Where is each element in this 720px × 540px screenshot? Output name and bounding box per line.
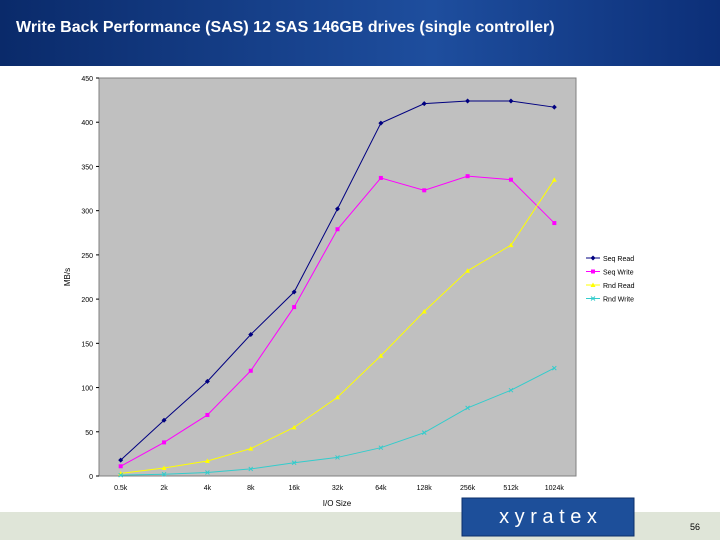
logo-box bbox=[461, 497, 635, 537]
x-tick-label: 4k bbox=[204, 485, 212, 492]
marker bbox=[465, 268, 471, 273]
marker bbox=[465, 174, 470, 179]
y-tick-label: 50 bbox=[85, 430, 93, 437]
marker bbox=[378, 445, 384, 451]
y-tick-label: 0 bbox=[89, 474, 93, 481]
y-axis-title: MB/s bbox=[63, 268, 72, 286]
marker bbox=[551, 177, 557, 182]
marker bbox=[291, 424, 297, 430]
marker bbox=[378, 120, 384, 126]
marker bbox=[205, 412, 210, 417]
y-tick-label: 100 bbox=[81, 386, 93, 393]
marker bbox=[335, 206, 340, 212]
marker bbox=[161, 471, 167, 477]
marker bbox=[422, 188, 427, 193]
y-tick-label: 400 bbox=[81, 120, 93, 127]
x-tick-label: 512k bbox=[503, 485, 519, 492]
marker bbox=[162, 440, 167, 445]
marker bbox=[508, 387, 514, 393]
legend-label: Seq Write bbox=[603, 270, 634, 277]
marker bbox=[118, 457, 124, 463]
marker bbox=[118, 464, 123, 469]
marker bbox=[248, 466, 254, 472]
marker bbox=[421, 430, 427, 436]
marker bbox=[118, 472, 124, 478]
y-tick-label: 250 bbox=[81, 253, 93, 260]
legend-label: Rnd Read bbox=[603, 283, 635, 290]
marker bbox=[204, 378, 210, 384]
marker bbox=[378, 353, 384, 358]
marker bbox=[421, 308, 427, 314]
x-tick-label: 1024k bbox=[545, 485, 565, 492]
marker bbox=[465, 98, 471, 104]
marker bbox=[205, 470, 210, 475]
marker bbox=[508, 98, 514, 104]
y-tick-label: 350 bbox=[81, 164, 93, 171]
marker bbox=[335, 227, 340, 232]
x-tick-label: 2k bbox=[160, 485, 168, 492]
marker bbox=[508, 242, 514, 248]
x-tick-label: 256k bbox=[460, 485, 476, 492]
x-tick-label: 0.5k bbox=[114, 485, 128, 492]
y-tick-label: 450 bbox=[81, 76, 93, 83]
x-tick-label: 16k bbox=[288, 485, 300, 492]
legend-marker bbox=[590, 296, 596, 301]
marker bbox=[248, 446, 254, 451]
marker bbox=[421, 101, 427, 107]
chart-title: Write Back Performance (SAS) 12 SAS 146G… bbox=[16, 19, 555, 36]
marker bbox=[378, 175, 383, 180]
y-tick-label: 150 bbox=[81, 341, 93, 348]
marker bbox=[291, 289, 297, 295]
legend-label: Rnd Write bbox=[603, 297, 634, 304]
legend-label: Seq Read bbox=[603, 256, 634, 263]
marker bbox=[551, 104, 557, 110]
logo: x y r a t e x bbox=[499, 506, 597, 528]
x-tick-label: 64k bbox=[375, 485, 387, 492]
plot-area bbox=[98, 77, 577, 477]
marker bbox=[335, 394, 340, 400]
marker bbox=[335, 455, 340, 460]
x-tick-label: 8k bbox=[247, 485, 255, 492]
marker bbox=[292, 305, 297, 310]
y-tick-label: 300 bbox=[81, 209, 93, 216]
legend-marker bbox=[590, 255, 596, 261]
x-tick-label: 128k bbox=[417, 485, 433, 492]
marker bbox=[161, 465, 167, 471]
page-number: 56 bbox=[690, 522, 700, 532]
x-tick-label: 32k bbox=[332, 485, 344, 492]
x-axis-title: I/O Size bbox=[323, 499, 352, 508]
y-tick-label: 200 bbox=[81, 297, 93, 304]
marker bbox=[551, 365, 557, 371]
marker bbox=[204, 458, 210, 463]
marker bbox=[508, 177, 513, 182]
marker bbox=[465, 405, 470, 411]
legend-marker bbox=[590, 282, 596, 287]
marker bbox=[161, 417, 167, 423]
header-band bbox=[0, 0, 720, 66]
marker bbox=[248, 331, 254, 337]
marker bbox=[248, 368, 253, 373]
marker bbox=[291, 460, 297, 466]
legend-marker bbox=[591, 269, 595, 274]
marker bbox=[552, 221, 557, 226]
